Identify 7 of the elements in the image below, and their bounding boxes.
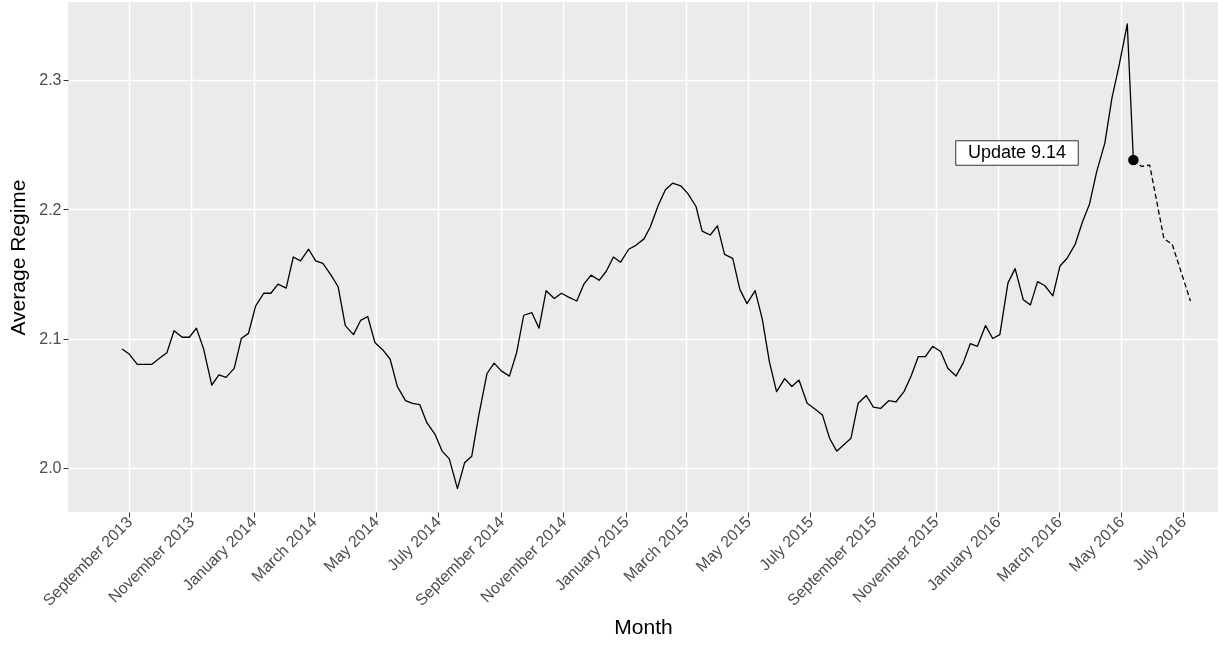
y-tick-label: 2.2 — [39, 200, 62, 218]
y-axis-title: Average Regime — [6, 179, 30, 336]
y-tick-label: 2.1 — [39, 330, 62, 348]
y-tick-label: 2.3 — [39, 71, 62, 89]
annotation: Update 9.14 — [967, 142, 1067, 162]
y-tick-label: 2.0 — [39, 459, 62, 477]
x-axis-title: Month — [614, 614, 673, 638]
